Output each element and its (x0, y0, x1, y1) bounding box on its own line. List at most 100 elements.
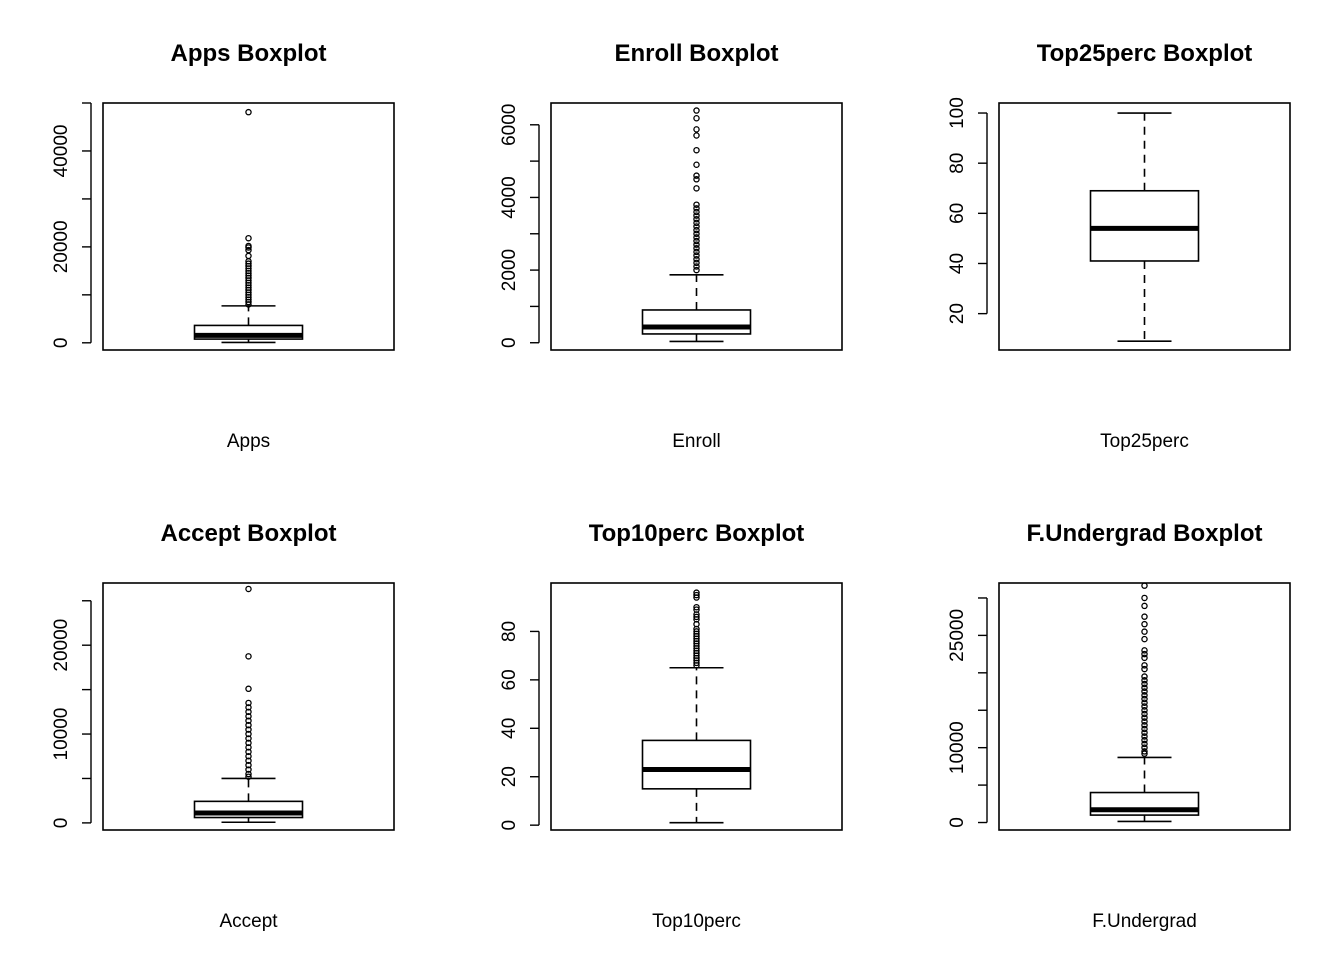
outlier-point (1141, 684, 1148, 692)
outlier-point (1141, 736, 1148, 744)
iqr-box (1089, 189, 1200, 262)
outlier-point (693, 248, 700, 256)
outlier-point (1141, 665, 1148, 673)
outlier-point (1141, 680, 1148, 688)
outlier-point (1141, 602, 1148, 610)
outlier-point (693, 212, 700, 219)
panel-title: Top10perc Boxplot (589, 520, 805, 547)
y-tick-label: 20000 (51, 220, 72, 273)
outlier-point (693, 662, 700, 669)
y-tick-label: 0 (51, 338, 72, 349)
outlier-point (1141, 733, 1148, 740)
panel-5: Top10perc Boxplot 0 20 40 60 80 Top10perc (499, 520, 843, 932)
outlier-point (693, 107, 700, 114)
outlier-point (1141, 620, 1148, 628)
panel-title: F.Undergrad Boxplot (1026, 520, 1262, 547)
outlier-point (693, 263, 700, 270)
y-tick-label: 20 (499, 766, 520, 787)
outlier-point (693, 266, 700, 274)
plot-frame (550, 582, 843, 831)
x-axis-label: Top10perc (652, 911, 741, 932)
iqr-box (641, 309, 752, 335)
outlier-point (693, 252, 700, 259)
outlier-point (245, 653, 252, 660)
outlier-point (245, 766, 252, 773)
outlier-point (693, 659, 700, 667)
outlier-point (1141, 706, 1148, 714)
panel-6: F.Undergrad Boxplot 0 10000 25000 F.Undergra… (947, 520, 1291, 932)
outlier-point (245, 739, 252, 747)
plot-frame (998, 102, 1291, 351)
outlier-point (1141, 703, 1148, 710)
outlier-point (245, 726, 252, 733)
panel-2: Enroll Boxplot 0 2000 4000 6000 Enroll (499, 40, 843, 452)
outlier-point (693, 613, 700, 621)
outlier-point (693, 126, 700, 133)
outlier-point (1141, 673, 1148, 680)
panel-1: Apps Boxplot 0 20000 40000 Apps (51, 40, 395, 452)
outlier-point (245, 757, 252, 764)
outlier-point (693, 219, 700, 227)
y-tick-label: 100 (947, 97, 968, 129)
outlier-point (693, 215, 700, 223)
outlier-point (693, 237, 700, 245)
outlier-point (693, 176, 700, 183)
plot-frame (102, 582, 395, 831)
outlier-point (1141, 613, 1148, 620)
outlier-point (245, 744, 252, 751)
outlier-point (693, 603, 700, 611)
outlier-point (1141, 750, 1148, 757)
outlier-point (245, 721, 252, 729)
panel-title: Apps Boxplot (171, 40, 327, 67)
outlier-point (693, 161, 700, 168)
panel-4: Accept Boxplot 0 10000 20000 Accept (51, 520, 395, 932)
outlier-point (245, 761, 252, 769)
y-tick-label: 2000 (499, 249, 520, 291)
outlier-point (693, 226, 700, 234)
outlier-point (1141, 729, 1148, 736)
outlier-point (245, 713, 252, 720)
outlier-point (1141, 710, 1148, 718)
y-tick-label: 25000 (947, 609, 968, 662)
outlier-point (245, 717, 252, 724)
outlier-point (1141, 628, 1148, 635)
panel-title: Accept Boxplot (160, 520, 336, 547)
y-tick-label: 6000 (499, 104, 520, 146)
outlier-point (1141, 699, 1148, 707)
outlier-point (245, 753, 252, 760)
x-axis-label: Top25perc (1100, 431, 1189, 452)
y-tick-label: 20000 (51, 619, 72, 672)
outlier-point (1141, 725, 1148, 733)
outlier-point (245, 244, 252, 251)
outlier-point (693, 594, 700, 601)
outlier-point (693, 132, 700, 139)
y-tick-label: 4000 (499, 176, 520, 218)
y-tick-label: 60 (499, 669, 520, 690)
x-axis-label: F.Undergrad (1092, 911, 1197, 932)
y-tick-label: 40 (947, 253, 968, 274)
outlier-point (693, 255, 700, 263)
outlier-point (1141, 688, 1148, 695)
outlier-point (693, 230, 700, 238)
outlier-point (245, 585, 252, 593)
outlier-point (1141, 721, 1148, 729)
outlier-point (1141, 740, 1148, 748)
outlier-point (245, 735, 252, 742)
outlier-point (1141, 692, 1148, 699)
y-tick-label: 80 (499, 621, 520, 642)
outlier-point (1141, 677, 1148, 684)
outlier-point (1141, 650, 1148, 658)
outlier-point (1141, 654, 1148, 662)
outlier-point (693, 241, 700, 248)
y-tick-label: 10000 (51, 708, 72, 761)
y-tick-label: 10000 (947, 721, 968, 774)
outlier-point (693, 185, 700, 192)
y-tick-label: 80 (947, 153, 968, 174)
x-axis-label: Accept (219, 911, 278, 932)
outlier-point (245, 108, 252, 116)
plot-frame (550, 102, 843, 351)
outlier-point (245, 773, 252, 780)
outlier-point (1141, 582, 1148, 589)
outlier-point (693, 259, 700, 267)
